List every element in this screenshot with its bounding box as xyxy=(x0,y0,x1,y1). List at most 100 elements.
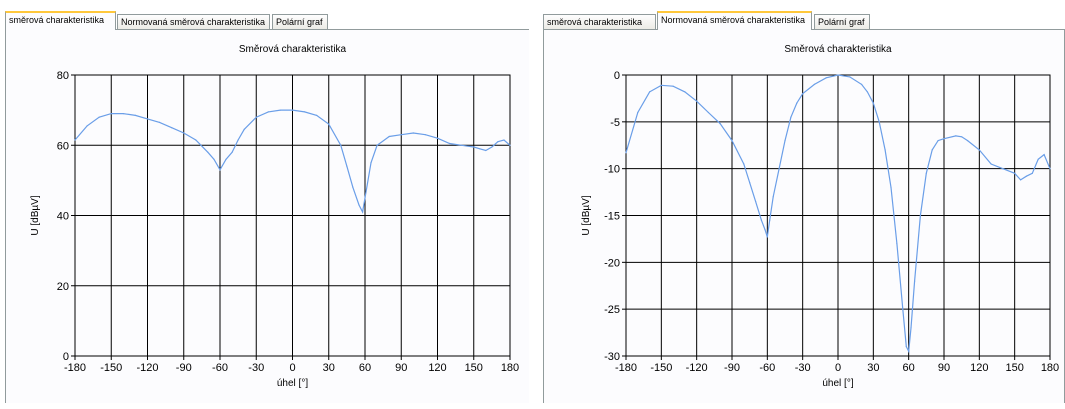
y-tick-label: -30 xyxy=(604,351,620,363)
data-point xyxy=(755,200,757,202)
tab-polarni-graf[interactable]: Polární graf xyxy=(272,14,328,29)
tab-smerova-charakteristika[interactable]: směrová charakteristika xyxy=(543,14,656,29)
data-point xyxy=(802,93,804,95)
tab-smerova-charakteristika[interactable]: směrová charakteristika xyxy=(5,11,116,30)
data-point xyxy=(243,128,245,130)
data-point xyxy=(231,151,233,153)
data-point xyxy=(473,146,475,148)
data-point xyxy=(183,132,185,134)
data-point xyxy=(146,118,149,120)
x-tick-label: -180 xyxy=(64,362,86,374)
data-point xyxy=(684,91,686,93)
x-tick-label: 60 xyxy=(903,362,915,374)
data-point xyxy=(749,182,751,184)
data-point xyxy=(625,152,627,154)
data-point xyxy=(766,236,768,238)
data-point xyxy=(1002,168,1004,170)
data-point xyxy=(778,168,780,170)
y-tick-label: -10 xyxy=(604,164,620,176)
data-point xyxy=(696,100,698,102)
x-tick-label: -180 xyxy=(615,362,637,374)
directional-chart: Směrová charakteristika -180 -150 -120 -90 -6… xyxy=(30,44,519,389)
y-tick-label: -5 xyxy=(610,117,620,129)
data-point xyxy=(316,114,318,116)
data-point xyxy=(707,111,709,114)
tab-normovana-smerova-charakteristika[interactable]: Normovaná směrová charakteristika xyxy=(117,14,270,29)
data-point xyxy=(731,140,733,142)
data-point xyxy=(340,144,342,146)
data-point xyxy=(772,196,774,198)
x-tick-label: 90 xyxy=(395,362,407,374)
x-tick-label: -120 xyxy=(686,362,708,374)
data-point xyxy=(910,327,912,329)
data-point xyxy=(171,127,173,129)
y-tick-label: 20 xyxy=(57,281,69,293)
data-point xyxy=(86,125,88,127)
x-axis-label: úhel [°] xyxy=(822,378,853,389)
x-tick-label: 150 xyxy=(465,362,483,374)
data-point xyxy=(497,141,499,143)
x-tick-label: -60 xyxy=(759,362,775,374)
data-point xyxy=(304,111,306,113)
data-point xyxy=(861,83,863,85)
data-point xyxy=(872,102,874,104)
y-tick-label: -25 xyxy=(604,304,620,316)
data-point xyxy=(884,149,886,151)
data-point xyxy=(255,116,257,118)
x-tick-label: 180 xyxy=(1041,362,1059,374)
x-tick-label: -150 xyxy=(100,362,122,374)
x-tick-label: 60 xyxy=(359,362,371,374)
data-point xyxy=(1043,154,1045,156)
data-point xyxy=(967,140,969,142)
data-point xyxy=(352,186,354,188)
x-tick-label: 180 xyxy=(501,362,519,374)
data-point xyxy=(370,162,372,164)
data-point xyxy=(328,123,330,125)
data-point xyxy=(1020,179,1022,181)
data-point xyxy=(637,111,639,114)
x-tick-label: 0 xyxy=(289,362,295,374)
data-point xyxy=(649,91,651,93)
x-tick-label: 30 xyxy=(323,362,335,374)
data-point xyxy=(364,197,366,199)
x-tick-label: -90 xyxy=(176,362,192,374)
data-point xyxy=(74,139,76,141)
y-axis-label: U [dBµV] xyxy=(30,195,41,235)
y-axis-label: U [dBµV] xyxy=(581,195,592,235)
x-tick-label: -60 xyxy=(212,362,228,374)
data-point xyxy=(98,116,100,118)
data-point xyxy=(1031,172,1033,174)
x-tick-label: 150 xyxy=(1005,362,1023,374)
data-point xyxy=(376,144,378,146)
y-tick-label: -15 xyxy=(604,211,620,223)
data-point xyxy=(914,280,916,282)
data-point xyxy=(905,346,907,348)
data-point xyxy=(784,140,786,142)
data-point xyxy=(159,121,161,123)
normalized-chart: Směrová charakteristika-180 -150 -120 -90 -6… xyxy=(581,44,1059,389)
tab-strip: směrová charakteristika Normovaná směrov… xyxy=(5,10,529,30)
y-tick-label: 0 xyxy=(63,351,69,363)
data-point xyxy=(509,144,511,146)
y-tick-label: -20 xyxy=(604,257,620,269)
y-tick-label: 40 xyxy=(57,211,69,223)
right-window: směrová charakteristika Normovaná směrov… xyxy=(538,0,1065,403)
data-point xyxy=(978,149,980,151)
data-point xyxy=(1025,175,1027,177)
y-tick-label: 80 xyxy=(57,70,69,82)
x-tick-label: -30 xyxy=(248,362,264,374)
data-point xyxy=(1037,158,1039,160)
data-point xyxy=(672,85,674,87)
data-point xyxy=(937,140,939,142)
data-point xyxy=(412,132,414,134)
data-point xyxy=(925,172,927,174)
data-point xyxy=(943,138,945,140)
data-point xyxy=(790,116,792,118)
data-point xyxy=(769,219,771,221)
tab-normovana-smerova-charakteristika[interactable]: Normovaná směrová charakteristika xyxy=(657,11,812,30)
data-point xyxy=(219,169,221,171)
tab-polarni-graf[interactable]: Polární graf xyxy=(814,14,870,29)
data-point xyxy=(503,139,505,141)
x-tick-label: -150 xyxy=(650,362,672,374)
data-point xyxy=(110,113,112,115)
